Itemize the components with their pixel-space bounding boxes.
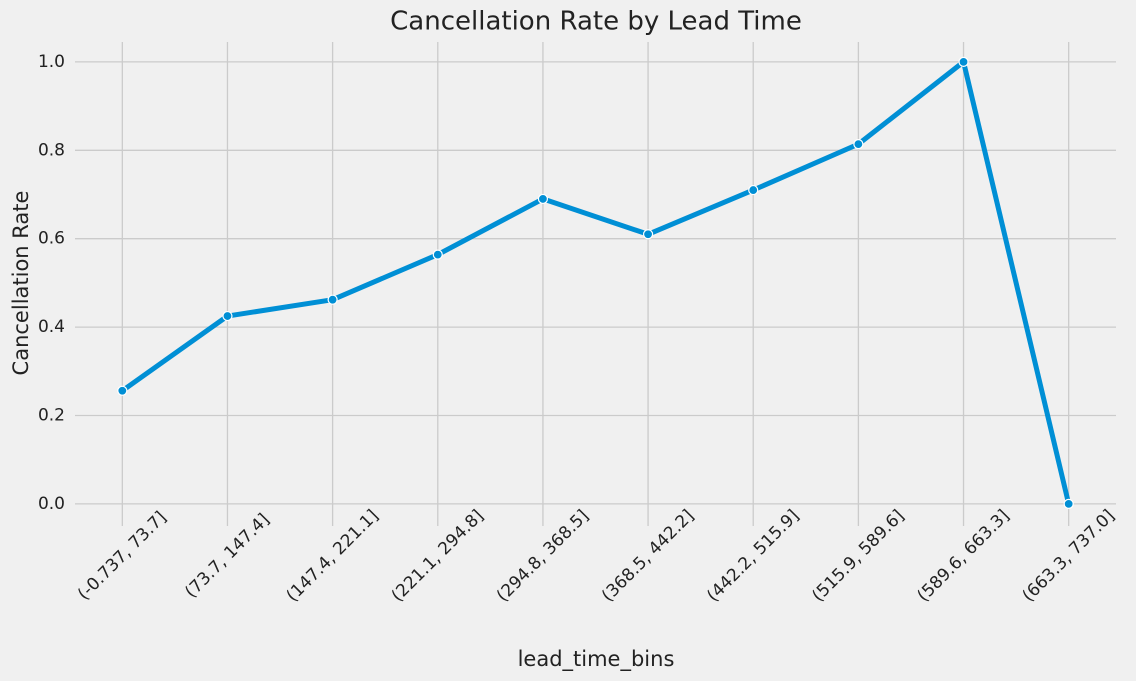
point bbox=[537, 193, 549, 205]
line bbox=[120, 59, 1072, 505]
y-tick-label: 1.0 bbox=[38, 52, 65, 72]
y-tick-label: 0.0 bbox=[38, 494, 65, 514]
point bbox=[117, 385, 128, 396]
y-tick-label: 0.2 bbox=[38, 405, 65, 425]
point bbox=[1063, 498, 1074, 509]
point bbox=[958, 56, 969, 67]
point bbox=[748, 184, 759, 196]
chart-title: Cancellation Rate by Lead Time bbox=[390, 7, 802, 37]
point bbox=[327, 294, 338, 305]
point bbox=[642, 229, 654, 240]
y-axis-label: Cancellation Rate bbox=[9, 191, 33, 376]
y-tick-label: 0.6 bbox=[38, 229, 65, 249]
y-tick-label: 0.8 bbox=[38, 140, 65, 160]
y-tick-label: 0.4 bbox=[38, 317, 65, 337]
point bbox=[853, 139, 864, 150]
point bbox=[222, 310, 233, 322]
x-axis-label: lead_time_bins bbox=[518, 647, 675, 672]
point bbox=[432, 249, 443, 260]
